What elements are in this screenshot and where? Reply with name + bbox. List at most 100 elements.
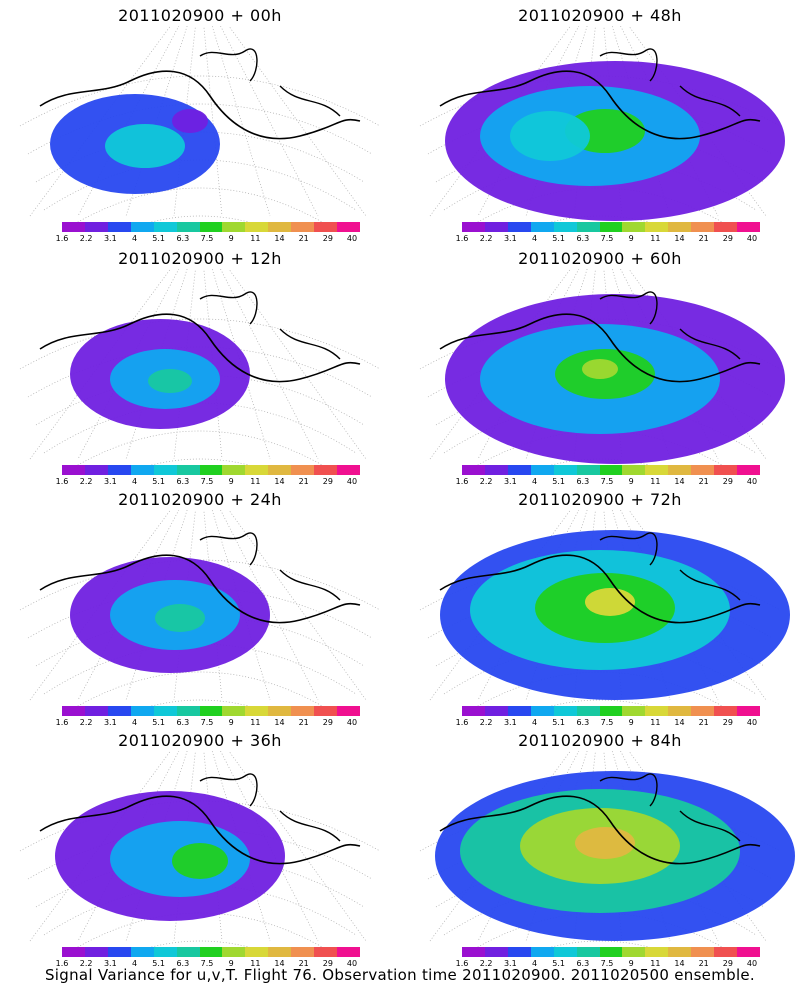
panel-title: 2011020900 + 00h xyxy=(118,6,282,25)
colorbar-swatch xyxy=(553,947,577,957)
colorbar-swatch xyxy=(553,706,577,716)
colorbar-label: 7.5 xyxy=(600,234,614,243)
colorbar-label: 2.2 xyxy=(79,477,93,486)
colorbar-swatch xyxy=(691,465,715,475)
colorbar-swatch xyxy=(245,706,269,716)
colorbar-swatch xyxy=(84,947,108,957)
colorbar-swatch xyxy=(62,222,85,232)
colorbar-label: 40 xyxy=(346,718,358,727)
colorbar-label: 2.2 xyxy=(79,234,93,243)
coastline xyxy=(199,291,341,360)
colorbar-swatch xyxy=(176,465,200,475)
colorbar-swatch xyxy=(314,947,338,957)
colorbar-label: 4 xyxy=(131,477,138,486)
colorbar-label: 6.3 xyxy=(176,477,190,486)
colorbar-swatch xyxy=(245,947,269,957)
colorbar-swatch xyxy=(622,706,646,716)
colorbar-label: 1.6 xyxy=(55,718,69,727)
coastline xyxy=(199,532,341,601)
colorbar-swatch xyxy=(553,222,577,232)
colorbar xyxy=(62,465,360,475)
variance-contour xyxy=(575,827,635,859)
colorbar-label: 9 xyxy=(628,718,634,727)
colorbar-swatch xyxy=(268,947,292,957)
variance-contour xyxy=(172,109,208,133)
map-panel: 2011020900 + 24h 1.6 2.2 3.1 4 5.1 6.3 7.5 9 11 1… xyxy=(0,484,400,727)
colorbar-label: 3.1 xyxy=(103,234,117,243)
coastline xyxy=(39,313,361,383)
coastline xyxy=(439,554,761,624)
colorbar-swatch xyxy=(314,706,338,716)
colorbar-label: 2.2 xyxy=(79,959,93,968)
colorbar-label: 29 xyxy=(322,477,333,486)
figure-caption: Signal Variance for u,v,T. Flight 76. Ob… xyxy=(44,966,756,984)
colorbar-label: 5.1 xyxy=(152,718,166,727)
coastline xyxy=(599,773,741,842)
colorbar-label: 29 xyxy=(322,234,333,243)
colorbar-swatch xyxy=(176,947,200,957)
map-panel: 2011020900 + 12h 1.6 2.2 3.1 4 5.1 6.3 7.5 9 11 1… xyxy=(0,243,400,486)
colorbar-labels: 1.6 2.2 3.1 4 5.1 6.3 7.5 9 11 14 21 29 40 xyxy=(452,718,757,728)
colorbar-label: 2.2 xyxy=(79,718,93,727)
coastline xyxy=(599,48,741,117)
colorbar-label: 21 xyxy=(298,477,309,486)
colorbar-label: 7.5 xyxy=(200,477,214,486)
colorbar xyxy=(62,947,360,957)
colorbar-labels: 1.6 2.2 3.1 4 5.1 6.3 7.5 9 11 14 21 29 40 xyxy=(452,959,757,969)
colorbar-label: 21 xyxy=(698,234,709,243)
variance-contour xyxy=(148,369,192,393)
colorbar-swatch xyxy=(714,947,738,957)
colorbar-label: 21 xyxy=(698,959,709,968)
colorbar-swatch xyxy=(222,465,246,475)
colorbar-label: 21 xyxy=(298,959,309,968)
colorbar-labels: 1.6 2.2 3.1 4 5.1 6.3 7.5 9 11 14 21 29 40 xyxy=(452,234,757,244)
colorbar-label: 3.1 xyxy=(103,718,117,727)
coastline xyxy=(39,70,361,140)
colorbar-label: 7.5 xyxy=(600,718,614,727)
colorbar-swatch xyxy=(222,706,246,716)
colorbar-label: 9 xyxy=(628,234,634,243)
map-canvas xyxy=(419,510,790,706)
colorbar-swatch xyxy=(576,222,600,232)
colorbar-label: 7.5 xyxy=(200,718,214,727)
map-canvas xyxy=(419,751,795,947)
colorbar-swatch xyxy=(622,947,646,957)
colorbar-swatch xyxy=(153,465,177,475)
colorbar-swatch xyxy=(291,465,315,475)
colorbar-label: 3.1 xyxy=(103,959,117,968)
map-panel: 2011020900 + 60h 1.6 2.2 3.1 4 5.1 6.3 7.5 9 11 1… xyxy=(400,243,800,486)
colorbar-label: 3.1 xyxy=(503,959,517,968)
colorbar-swatch xyxy=(599,465,623,475)
colorbar-swatch xyxy=(576,706,600,716)
colorbar-swatch xyxy=(153,706,177,716)
colorbar-swatch xyxy=(668,706,692,716)
colorbar-swatch xyxy=(530,706,554,716)
colorbar-swatch xyxy=(314,465,338,475)
colorbar-swatch xyxy=(337,947,360,957)
colorbar-label: 2.2 xyxy=(479,718,493,727)
colorbar-swatch xyxy=(668,947,692,957)
colorbar-swatch xyxy=(668,222,692,232)
colorbar xyxy=(462,706,760,716)
coastline xyxy=(439,795,761,865)
colorbar-label: 1.6 xyxy=(55,234,69,243)
colorbar-label: 6.3 xyxy=(576,959,590,968)
map-panel: 2011020900 + 36h 1.6 2.2 3.1 4 5.1 6.3 7.5 9 11 1… xyxy=(0,725,400,968)
colorbar-label: 14 xyxy=(674,718,685,727)
map-panel: 2011020900 + 72h 1.6 2.2 3.1 4 5.1 6.3 7.5 9 11 1… xyxy=(400,484,800,727)
colorbar-labels: 1.6 2.2 3.1 4 5.1 6.3 7.5 9 11 14 21 29 40 xyxy=(452,477,757,487)
colorbar xyxy=(462,947,760,957)
coastline xyxy=(599,291,741,360)
colorbar xyxy=(62,222,360,232)
colorbar-label: 2.2 xyxy=(479,959,493,968)
colorbar-label: 11 xyxy=(650,234,661,243)
map-canvas xyxy=(19,269,381,465)
colorbar-label: 4 xyxy=(531,234,538,243)
colorbar-swatch xyxy=(268,465,292,475)
colorbar-swatch xyxy=(107,465,131,475)
colorbar-label: 40 xyxy=(346,234,358,243)
coastline xyxy=(599,532,741,601)
colorbar-swatch xyxy=(107,947,131,957)
colorbar-label: 14 xyxy=(274,959,285,968)
colorbar-label: 6.3 xyxy=(576,718,590,727)
